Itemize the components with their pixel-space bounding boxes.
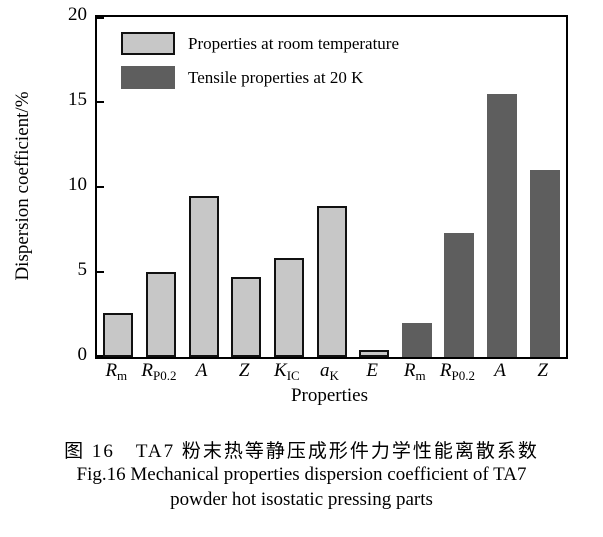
bar-RP0.2-room	[145, 272, 176, 357]
bar-Rm-room	[103, 312, 134, 357]
bar-Z-20K	[529, 170, 560, 357]
y-tick-mark	[97, 186, 104, 188]
caption-english-line1: Fig.16 Mechanical properties dispersion …	[76, 464, 527, 485]
y-tick-label: 15	[68, 89, 87, 110]
bar-Rm-20K	[401, 323, 432, 357]
x-tick-label-RP0.2-room: RP0.2	[141, 360, 177, 383]
bar-Z-room	[231, 277, 262, 357]
x-tick-label-Z-20K: Z	[537, 360, 548, 381]
plot-area: Properties at room temperature Tensile pr…	[95, 15, 568, 359]
legend: Properties at room temperature Tensile pr…	[121, 32, 399, 100]
x-tick-label-A-room: A	[195, 360, 208, 381]
x-tick-label-KIC-room: KIC	[274, 360, 300, 383]
x-tick-label-Z-room: Z	[238, 360, 250, 381]
bar-A-20K	[487, 93, 518, 357]
x-tick-label-Rm-20K: Rm	[403, 360, 426, 383]
legend-row-room: Properties at room temperature	[121, 32, 399, 55]
x-axis-title: Properties	[290, 385, 369, 406]
caption-chinese: 图 16 TA7 粉末热等静压成形件力学性能离散系数	[64, 441, 539, 462]
x-tick-label-A-20K: A	[494, 360, 506, 381]
y-tick-label: 20	[68, 4, 87, 25]
legend-row-20k: Tensile properties at 20 K	[121, 66, 399, 89]
caption-english-line2: powder hot isostatic pressing parts	[170, 489, 433, 510]
legend-swatch-20k	[121, 66, 175, 89]
x-tick-label-E-room: E	[366, 360, 378, 381]
x-tick-label-Rm-room: Rm	[105, 360, 128, 383]
bar-RP0.2-20K	[444, 232, 475, 357]
y-tick-label: 10	[68, 174, 87, 195]
y-tick-mark	[97, 355, 104, 357]
x-tick-label-aK-room: aK	[320, 360, 339, 383]
y-tick-label: 0	[77, 344, 88, 365]
legend-label-room: Properties at room temperature	[188, 33, 400, 53]
x-tick-label-RP0.2-20K: RP0.2	[439, 360, 475, 383]
y-tick-mark	[97, 17, 104, 19]
bar-A-room	[188, 195, 219, 357]
legend-label-20k: Tensile properties at 20 K	[188, 67, 364, 87]
y-tick-label: 5	[77, 259, 88, 280]
y-tick-mark	[97, 101, 104, 103]
bar-aK-room	[316, 205, 347, 357]
legend-swatch-room	[121, 32, 175, 55]
bar-E-room	[359, 350, 390, 357]
bar-KIC-room	[273, 258, 304, 357]
y-tick-mark	[97, 271, 104, 273]
